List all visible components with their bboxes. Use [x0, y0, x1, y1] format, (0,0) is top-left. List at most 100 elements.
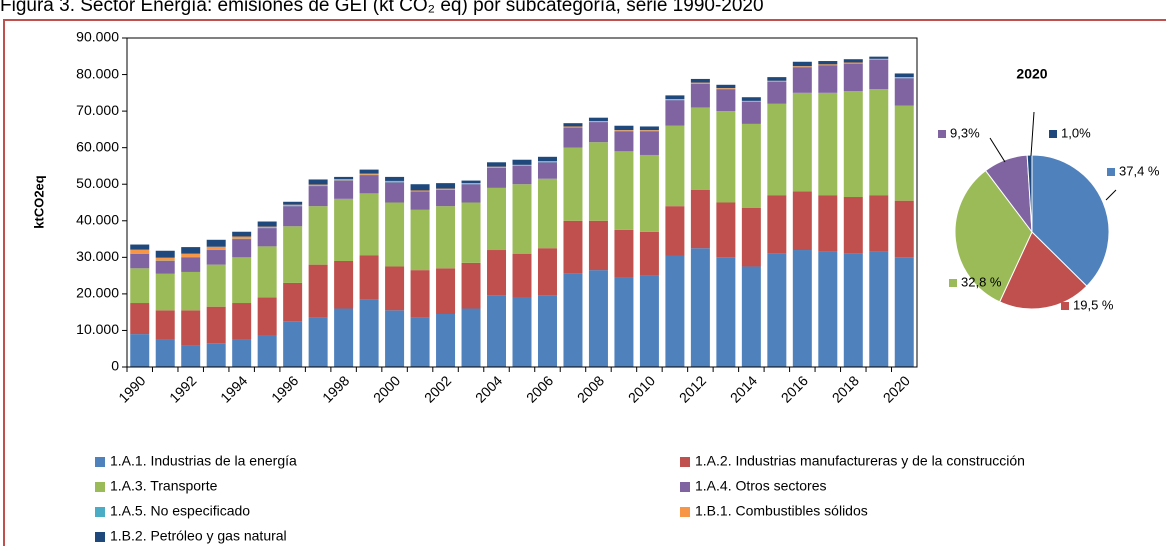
y-tick-label: 0	[111, 358, 119, 374]
bar-segment	[895, 78, 914, 105]
bar-segment	[895, 106, 914, 201]
bar-segment	[793, 192, 812, 250]
bar-segment	[156, 274, 175, 311]
bar-segment	[589, 142, 608, 221]
bar-segment	[691, 107, 710, 189]
bar-segment	[538, 296, 557, 367]
bar-segment	[283, 226, 302, 283]
bar-segment	[691, 79, 710, 83]
pie-label: 32,8 %	[961, 274, 1002, 289]
bar-segment	[665, 126, 684, 206]
bar-segment	[207, 250, 226, 265]
bar-segment	[742, 97, 761, 101]
chart-title: Figura 3. Sector Energía: emisiones de G…	[0, 0, 764, 16]
bar-segment	[716, 88, 735, 89]
bar-segment	[513, 298, 532, 367]
bar-segment	[334, 309, 353, 367]
bar-segment	[589, 221, 608, 270]
bar-segment	[716, 89, 735, 111]
bar-segment	[232, 257, 251, 303]
bar-segment	[589, 122, 608, 142]
leader-line	[1106, 190, 1116, 200]
bar-segment	[487, 168, 506, 188]
legend-label: 1.A.3. Transporte	[110, 478, 218, 494]
bar-segment	[818, 252, 837, 367]
bar-segment	[309, 206, 328, 264]
bar-segment	[691, 83, 710, 84]
bar-segment	[130, 303, 149, 334]
pie-label: 9,3%	[950, 125, 980, 140]
bar-segment	[181, 254, 200, 257]
bar-segment	[462, 183, 481, 184]
bar-segment	[181, 257, 200, 272]
legend-label: 1.A.4. Otros sectores	[695, 478, 827, 494]
bar-segment	[385, 177, 404, 181]
bar-segment	[130, 250, 149, 254]
bar-segment	[844, 254, 863, 367]
bar-segment	[793, 66, 812, 67]
bar-segment	[462, 263, 481, 309]
bar-segment	[487, 162, 506, 166]
bar-segment	[563, 123, 582, 126]
bar-segment	[563, 126, 582, 127]
bar-segment	[767, 104, 786, 195]
x-tick-label: 2008	[574, 372, 607, 405]
bar-segment	[385, 181, 404, 182]
bar-segment	[360, 193, 379, 255]
bar-segment	[869, 59, 888, 60]
bar-segment	[665, 99, 684, 100]
legend-label: 1.A.2. Industrias manufactureras y de la…	[695, 453, 1025, 469]
bar-segment	[818, 195, 837, 252]
bar-segment	[742, 124, 761, 208]
pie-label: 19,5 %	[1073, 297, 1114, 312]
bar-segment	[869, 60, 888, 89]
legend-label: 1.B.2. Petróleo y gas natural	[110, 528, 287, 544]
bar-segment	[462, 203, 481, 263]
y-tick-label: 30.000	[76, 248, 119, 264]
bar-segment	[334, 261, 353, 309]
y-tick-label: 40.000	[76, 211, 119, 227]
bar-segment	[589, 121, 608, 122]
bar-segment	[436, 314, 455, 367]
bar-segment	[436, 183, 455, 188]
bar-segment	[309, 185, 328, 186]
bar-segment	[258, 227, 277, 228]
bar-segment	[640, 232, 659, 276]
bar-segment	[156, 310, 175, 339]
bar-segment	[411, 190, 430, 191]
bar-segment	[818, 65, 837, 92]
legend-swatch	[95, 532, 105, 542]
bar-segment	[130, 334, 149, 367]
bar-segment	[793, 67, 812, 93]
pie-label-key	[938, 130, 946, 138]
bar-segment	[232, 303, 251, 340]
pie-label: 37,4 %	[1119, 163, 1160, 178]
pie-label-key	[1061, 302, 1069, 310]
pie-label: 1,0%	[1061, 125, 1091, 140]
bar-segment	[767, 254, 786, 367]
bar-segment	[742, 101, 761, 102]
bar-segment	[360, 175, 379, 193]
bar-segment	[895, 77, 914, 78]
bar-segment	[207, 265, 226, 307]
bar-segment	[130, 254, 149, 269]
bar-segment	[691, 84, 710, 108]
bar-segment	[207, 240, 226, 247]
bar-segment	[411, 270, 430, 318]
bar-segment	[614, 277, 633, 367]
bar-segment	[589, 118, 608, 121]
bar-segment	[895, 73, 914, 77]
bar-segment	[793, 250, 812, 367]
bar-segment	[181, 345, 200, 367]
x-tick-label: 2014	[727, 372, 760, 405]
bar-segment	[767, 81, 786, 82]
bar-segment	[614, 151, 633, 230]
bar-segment	[411, 210, 430, 270]
bar-segment	[665, 256, 684, 367]
bar-segment	[716, 203, 735, 258]
bar-segment	[309, 179, 328, 184]
bar-segment	[538, 179, 557, 248]
bar-segment	[513, 160, 532, 165]
bar-segment	[487, 250, 506, 296]
bar-segment	[869, 195, 888, 252]
